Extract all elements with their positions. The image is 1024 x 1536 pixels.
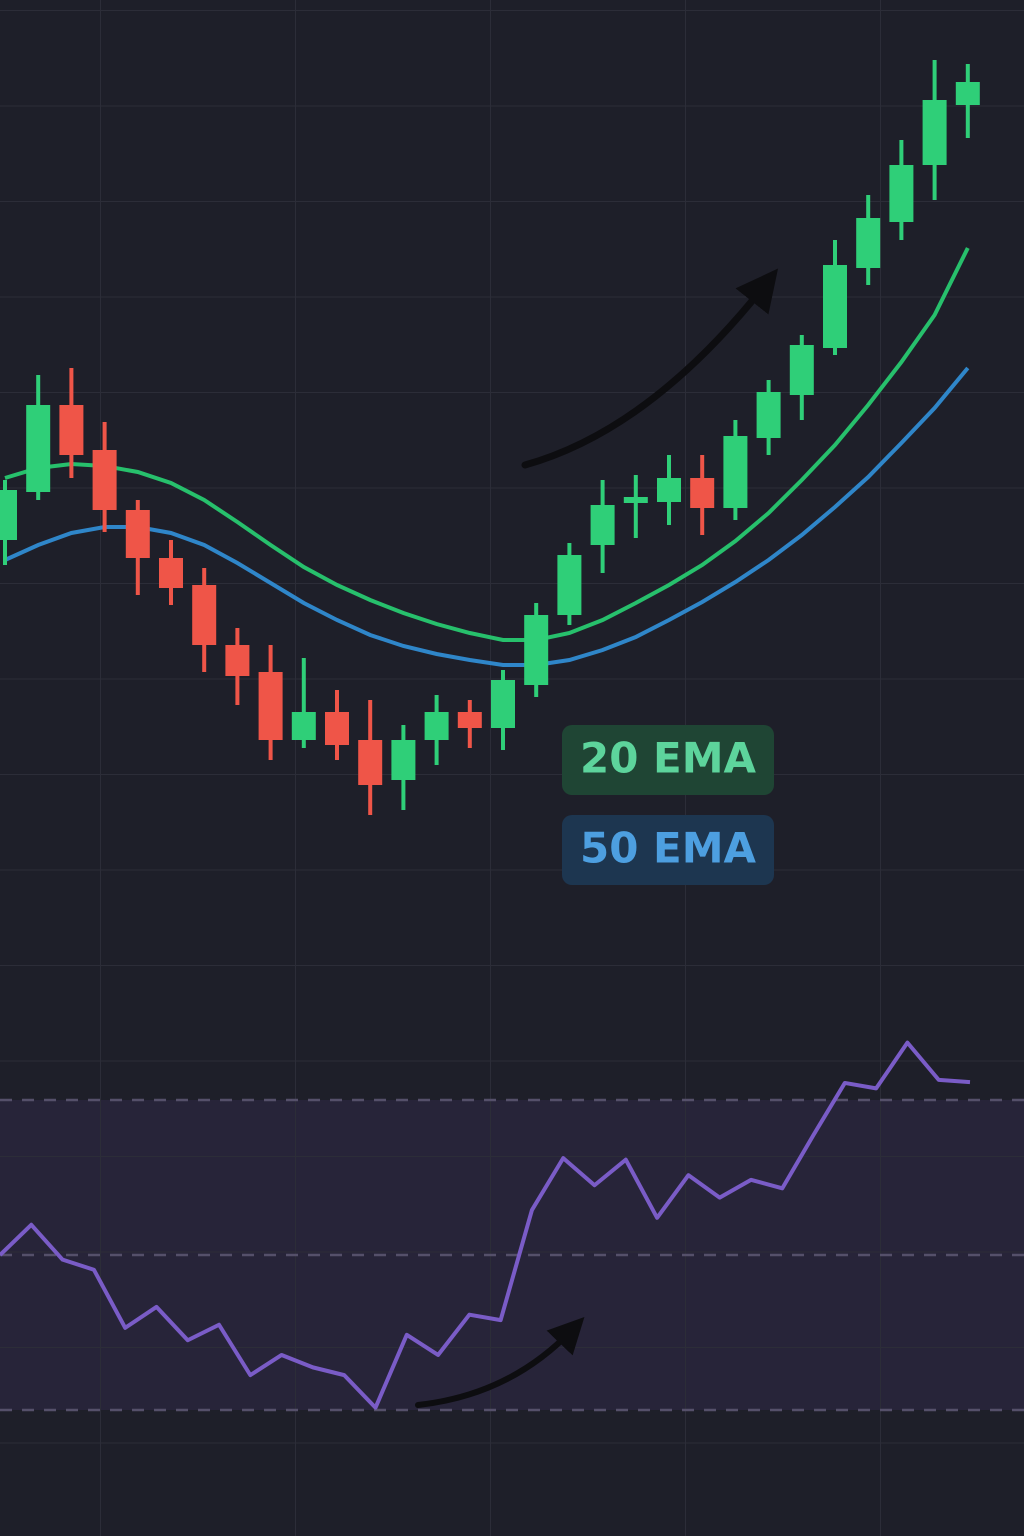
- candle-body: [192, 585, 217, 645]
- rsi-line: [0, 1040, 971, 1410]
- candle-body: [92, 450, 117, 510]
- legend-label: 20 EMA: [580, 734, 757, 783]
- candle-body: [690, 478, 715, 508]
- candle-body: [457, 712, 482, 728]
- candle-body: [258, 672, 283, 740]
- candle-body: [856, 218, 881, 268]
- candle-body: [657, 478, 681, 502]
- arrow: [415, 1316, 585, 1408]
- candle-body: [922, 100, 947, 165]
- candle-body: [789, 345, 814, 395]
- candle-body: [590, 505, 615, 545]
- candle-body: [756, 392, 781, 438]
- marks: [0, 60, 1024, 1412]
- legend-box: [562, 815, 774, 885]
- legend-box: [562, 725, 774, 795]
- candle-body: [424, 712, 449, 740]
- candle-body: [159, 558, 183, 588]
- candle-body: [723, 436, 748, 508]
- candle-body: [291, 712, 316, 740]
- candle-body: [391, 740, 416, 780]
- candle-body: [225, 645, 250, 676]
- legend-label: 50 EMA: [580, 824, 757, 873]
- candle-body: [524, 615, 549, 685]
- candle-body: [325, 712, 349, 745]
- candle-body: [59, 405, 84, 455]
- candle-body: [26, 405, 51, 492]
- candle-body: [823, 265, 847, 348]
- candle-body: [0, 490, 17, 540]
- arrow: [521, 268, 779, 469]
- ema-line: [4, 366, 970, 667]
- legend: 20 EMA 50 EMA: [562, 725, 774, 885]
- candle-body: [955, 82, 980, 105]
- ema-line: [4, 247, 970, 642]
- candle-body: [557, 555, 582, 615]
- candle-body: [125, 510, 150, 558]
- candle-body: [491, 680, 515, 728]
- candle-body: [889, 165, 914, 222]
- candle-body: [358, 740, 383, 785]
- candle-body: [623, 497, 648, 503]
